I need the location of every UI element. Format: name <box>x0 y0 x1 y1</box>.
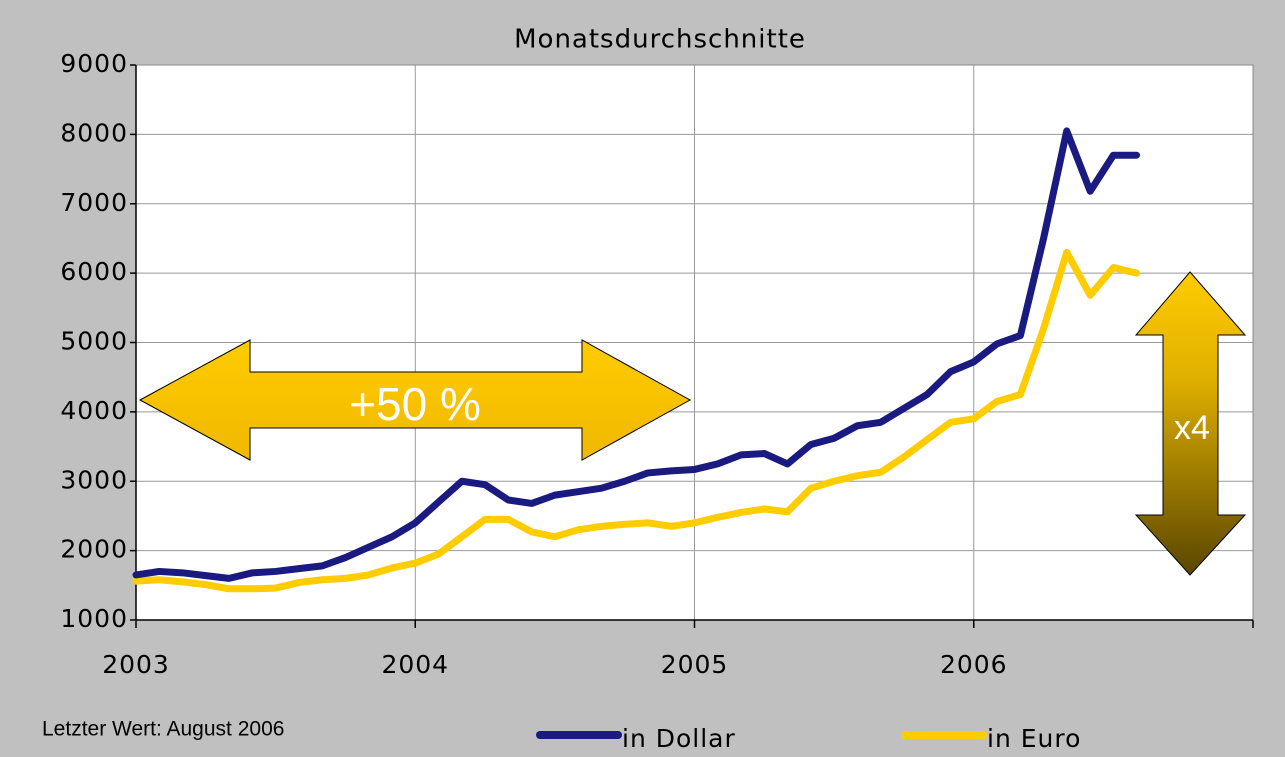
y-tick-label: 5000 <box>60 327 128 356</box>
y-tick-label: 1000 <box>60 604 128 633</box>
y-tick-label: 9000 <box>60 49 128 78</box>
range-arrow <box>138 339 692 461</box>
factor-label: x4 <box>1174 409 1210 447</box>
x-tick-label: 2003 <box>102 650 170 679</box>
series-line <box>132 248 1141 593</box>
range-label: +50 % <box>349 378 481 430</box>
legend: in Dollar in Euro <box>536 724 1081 753</box>
lines <box>132 127 1141 593</box>
legend-label: in Euro <box>987 724 1081 753</box>
y-tick-label: 3000 <box>60 465 128 494</box>
x-tick-label: 2006 <box>940 650 1008 679</box>
x-tick-label: 2004 <box>381 650 449 679</box>
legend-label: in Dollar <box>622 724 736 753</box>
chart-title: Monatsdurchschnitte <box>514 25 806 55</box>
y-tick-label: 8000 <box>60 118 128 147</box>
series-line <box>132 127 1141 582</box>
x-tick-label: 2005 <box>661 650 729 679</box>
note: Letzter Wert: August 2006 <box>42 718 284 741</box>
factor-arrow <box>1134 271 1247 576</box>
y-tick-label: 7000 <box>60 188 128 217</box>
y-tick-label: 4000 <box>60 396 128 425</box>
grid: 1000 2000 3000 4000 5000 6000 7000 8000 9000 2003… <box>60 49 1254 679</box>
y-tick-label: 2000 <box>60 535 128 564</box>
y-tick-label: 6000 <box>60 257 128 286</box>
